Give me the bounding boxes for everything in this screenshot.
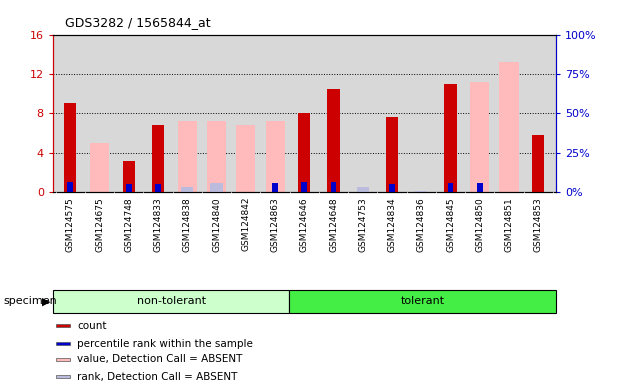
Text: GDS3282 / 1565844_at: GDS3282 / 1565844_at [65,16,211,29]
Text: percentile rank within the sample: percentile rank within the sample [77,339,253,349]
Bar [123,161,135,192]
Bar [237,125,255,192]
Bar [532,135,545,192]
Text: specimen: specimen [3,296,57,306]
Text: GSM124845: GSM124845 [446,197,455,252]
Bar [445,84,456,192]
Bar [211,183,223,192]
Text: tolerant: tolerant [401,296,445,306]
Bar [123,187,135,192]
Text: GSM124850: GSM124850 [475,197,484,252]
Bar [181,187,194,192]
Text: GSM124753: GSM124753 [358,197,367,252]
Text: GSM124648: GSM124648 [329,197,338,252]
Bar [389,184,395,192]
Bar [90,143,109,192]
Bar [301,182,307,192]
Bar [207,121,226,192]
Bar [330,182,337,192]
Bar [152,125,164,192]
Bar [56,358,70,361]
Text: GSM124833: GSM124833 [153,197,163,252]
Bar [56,375,70,379]
Bar [68,182,73,192]
Text: count: count [77,321,107,331]
Text: GSM124575: GSM124575 [66,197,75,252]
Text: GSM124853: GSM124853 [533,197,543,252]
Bar [126,184,132,192]
Bar [178,121,197,192]
Bar [56,342,70,345]
Text: GSM124842: GSM124842 [242,197,250,252]
Bar [298,113,310,192]
Text: GSM124675: GSM124675 [95,197,104,252]
Text: GSM124836: GSM124836 [417,197,426,252]
Bar [272,183,278,192]
Bar [499,62,519,192]
Text: non-tolerant: non-tolerant [137,296,206,306]
Text: GSM124851: GSM124851 [504,197,514,252]
Bar [327,89,340,192]
Text: GSM124840: GSM124840 [212,197,221,252]
Bar [386,117,398,192]
Text: GSM124838: GSM124838 [183,197,192,252]
Bar [53,290,289,313]
Bar [448,183,453,192]
Text: GSM124748: GSM124748 [124,197,134,252]
Bar [415,191,427,192]
Bar [289,290,556,313]
Bar [477,183,483,192]
Bar [155,184,161,192]
Text: ▶: ▶ [42,296,51,306]
Bar [356,187,369,192]
Text: rank, Detection Call = ABSENT: rank, Detection Call = ABSENT [77,372,237,382]
Text: value, Detection Call = ABSENT: value, Detection Call = ABSENT [77,354,242,364]
Text: GSM124863: GSM124863 [271,197,279,252]
Text: GSM124646: GSM124646 [300,197,309,252]
Bar [266,121,284,192]
Bar [470,82,489,192]
Bar [56,324,70,327]
Text: GSM124834: GSM124834 [388,197,397,252]
Bar [64,103,76,192]
